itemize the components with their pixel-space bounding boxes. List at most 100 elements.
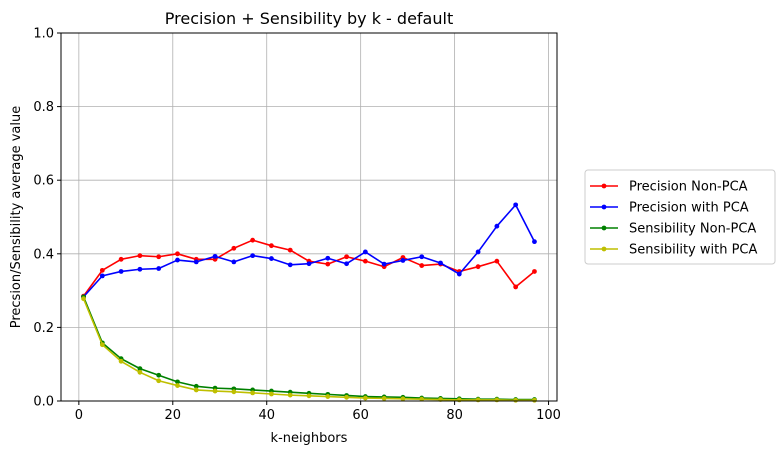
data-point — [99, 267, 105, 273]
legend-marker — [601, 183, 607, 189]
data-point — [250, 253, 256, 259]
data-point — [193, 383, 199, 389]
data-point — [137, 253, 143, 259]
data-point — [118, 256, 124, 262]
data-point — [419, 263, 425, 268]
legend-label: Sensibility with PCA — [629, 243, 758, 258]
data-point — [456, 397, 462, 403]
data-point — [513, 202, 519, 208]
chart-title: Precision + Sensibility by k - default — [165, 9, 453, 28]
data-point — [212, 253, 218, 259]
data-point — [287, 247, 293, 253]
legend-label: Precision Non-PCA — [629, 180, 748, 195]
data-point — [475, 249, 481, 255]
y-tick-label: 0.4 — [33, 247, 54, 262]
data-point — [231, 389, 237, 395]
series-group — [81, 296, 537, 403]
data-point — [325, 394, 331, 399]
data-point — [344, 261, 349, 267]
x-tick-label: 100 — [536, 408, 561, 423]
series-group — [81, 202, 537, 300]
legend-box — [584, 169, 776, 265]
y-tick-label: 1.0 — [33, 27, 54, 42]
series-group — [81, 294, 537, 402]
data-point — [475, 264, 481, 270]
data-point — [475, 397, 481, 403]
legend-marker — [601, 204, 607, 210]
data-point — [175, 251, 180, 257]
series-line — [82, 298, 535, 402]
series-lines — [81, 202, 537, 403]
data-point — [99, 273, 105, 279]
data-point — [137, 366, 143, 372]
data-point — [269, 243, 274, 249]
data-point — [156, 254, 162, 260]
data-point — [362, 258, 368, 264]
data-point — [231, 259, 237, 265]
data-point — [175, 379, 180, 385]
x-tick-label: 0 — [75, 408, 83, 423]
data-point — [231, 245, 237, 251]
legend-marker — [601, 225, 607, 231]
x-tick-label: 20 — [165, 408, 182, 423]
data-point — [156, 378, 162, 384]
x-tick-label: 40 — [258, 408, 275, 423]
plot-frame — [60, 32, 558, 402]
data-point — [325, 255, 331, 261]
legend: Precision Non-PCA Precision with PCA Sensi… — [584, 169, 776, 265]
data-point — [156, 266, 162, 271]
x-axis-label: k-neighbors — [271, 431, 348, 446]
data-point — [306, 393, 312, 399]
data-point — [381, 261, 387, 267]
data-point — [513, 284, 519, 290]
data-point — [494, 397, 500, 403]
data-point — [193, 259, 199, 265]
data-point — [306, 261, 312, 267]
data-point — [81, 296, 86, 302]
legend-marker — [601, 246, 607, 252]
data-point — [287, 262, 293, 268]
data-point — [362, 395, 368, 401]
y-axis-ticks: 0.0 0.2 0.4 0.6 0.8 1.0 — [33, 27, 61, 410]
data-point — [137, 369, 143, 375]
legend-label: Sensibility Non-PCA — [629, 222, 756, 237]
data-point — [400, 396, 406, 402]
grid-lines — [61, 32, 557, 402]
y-tick-label: 0.8 — [33, 100, 54, 115]
data-point — [494, 223, 500, 229]
y-tick-label: 0.0 — [33, 395, 54, 410]
data-point — [250, 390, 256, 396]
data-point — [250, 237, 256, 243]
data-point — [344, 254, 349, 260]
data-point — [532, 397, 537, 403]
data-point — [513, 397, 519, 403]
data-point — [438, 260, 443, 266]
y-tick-label: 0.6 — [33, 174, 54, 189]
data-point — [532, 239, 537, 245]
data-point — [156, 372, 162, 378]
y-tick-label: 0.2 — [33, 321, 54, 336]
legend-label: Precision with PCA — [629, 201, 749, 216]
data-point — [269, 256, 274, 261]
data-point — [175, 383, 180, 388]
series-line — [82, 204, 536, 298]
x-axis-ticks: 0 20 40 60 80 100 — [75, 401, 561, 423]
data-point — [118, 358, 124, 364]
data-point — [456, 271, 462, 277]
data-point — [118, 269, 124, 274]
data-point — [325, 261, 331, 267]
data-point — [419, 254, 425, 260]
data-point — [344, 394, 349, 400]
data-point — [137, 266, 143, 272]
data-point — [212, 388, 218, 394]
data-point — [99, 342, 105, 348]
data-point — [269, 391, 274, 397]
data-point — [419, 396, 425, 402]
series-line — [82, 296, 535, 401]
data-point — [381, 396, 387, 401]
y-axis-label: Precsion/Sensibility average value — [9, 106, 24, 329]
data-point — [193, 387, 199, 393]
x-tick-label: 60 — [352, 408, 369, 423]
data-point — [362, 249, 368, 255]
